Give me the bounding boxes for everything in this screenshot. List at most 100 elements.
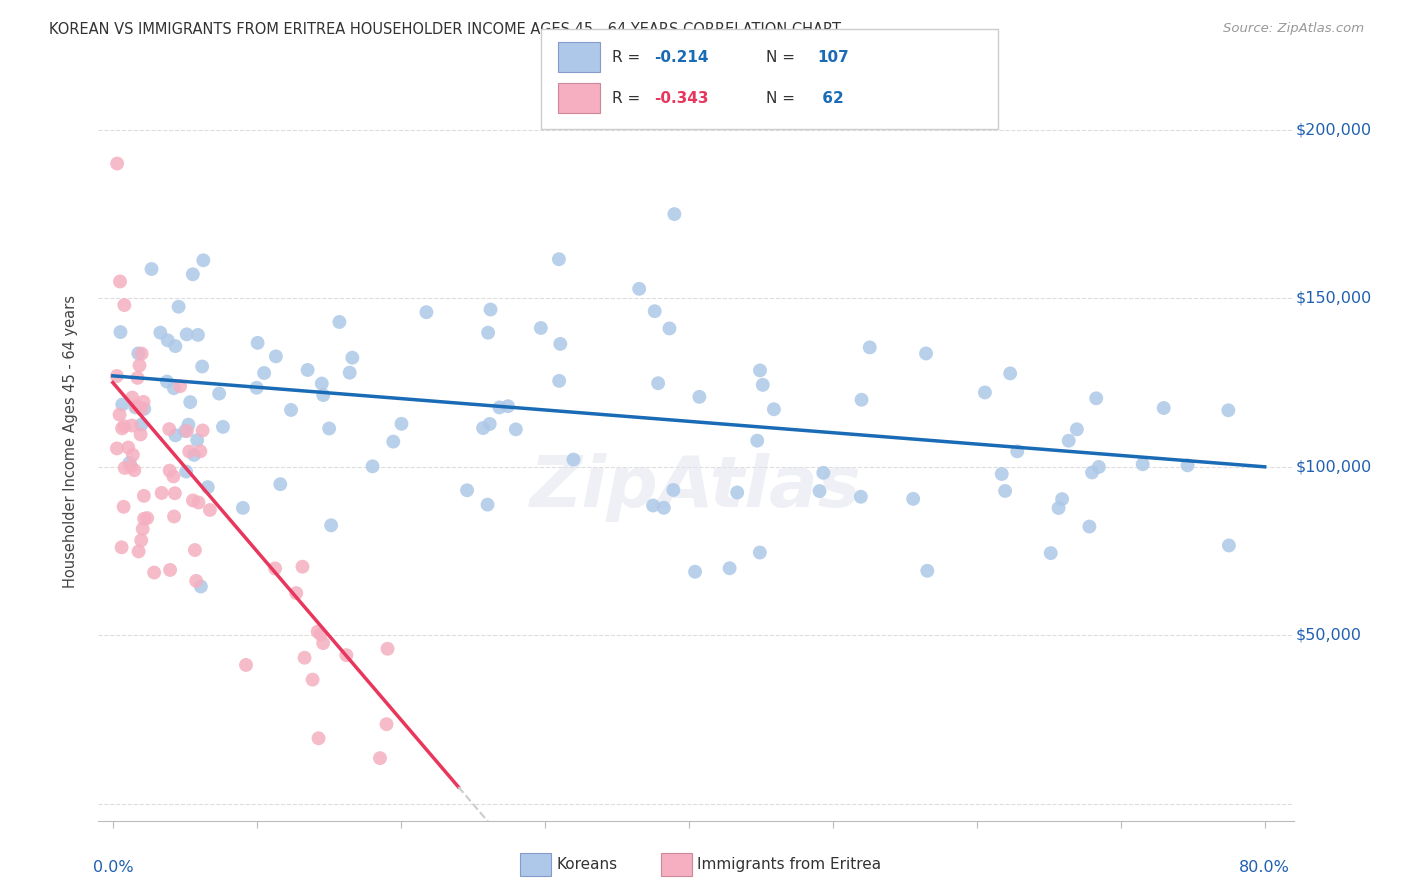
Point (111, 541, 134, 555)
Point (159, 563, 181, 577)
Text: $150,000: $150,000 (1296, 291, 1372, 306)
Point (562, 452, 585, 467)
Point (530, 321, 553, 335)
Text: 62: 62 (817, 91, 844, 105)
Point (167, 300, 190, 314)
Point (375, 717, 398, 731)
Text: $100,000: $100,000 (1296, 459, 1372, 475)
Point (186, 574, 208, 588)
Point (149, 326, 172, 340)
Point (193, 253, 215, 268)
Point (128, 359, 150, 373)
Point (628, 282, 651, 296)
Point (235, 657, 257, 672)
Point (132, 522, 155, 536)
Point (1088, 459, 1111, 474)
Point (131, 402, 153, 417)
Point (749, 363, 772, 377)
Point (132, 512, 155, 526)
Point (377, 641, 399, 656)
Point (114, 461, 136, 475)
Text: -0.214: -0.214 (654, 50, 709, 64)
Point (150, 486, 173, 500)
Text: Koreans: Koreans (557, 857, 617, 871)
Point (134, 401, 156, 416)
Point (165, 428, 187, 442)
Point (1177, 458, 1199, 473)
Point (184, 543, 207, 558)
Point (143, 566, 166, 580)
Point (361, 459, 384, 474)
Text: -0.343: -0.343 (654, 91, 709, 105)
Point (328, 315, 350, 329)
Point (321, 518, 343, 533)
Point (110, 325, 132, 339)
Point (187, 495, 209, 509)
Point (1081, 466, 1104, 480)
Point (643, 499, 665, 513)
Point (174, 465, 197, 479)
Text: ZipAtlas: ZipAtlas (530, 452, 862, 522)
Point (859, 340, 882, 354)
Point (127, 371, 149, 385)
Point (368, 751, 391, 765)
Point (128, 544, 150, 558)
Point (688, 390, 710, 404)
Point (132, 395, 155, 409)
Point (308, 731, 330, 746)
Point (187, 327, 209, 342)
Point (163, 509, 186, 524)
Point (998, 367, 1021, 381)
Point (683, 565, 706, 579)
Point (652, 500, 675, 515)
Text: KOREAN VS IMMIGRANTS FROM ERITREA HOUSEHOLDER INCOME AGES 45 - 64 YEARS CORRELAT: KOREAN VS IMMIGRANTS FROM ERITREA HOUSEH… (49, 22, 841, 37)
Text: Source: ZipAtlas.com: Source: ZipAtlas.com (1223, 22, 1364, 36)
Point (479, 302, 502, 317)
Point (312, 636, 335, 650)
Point (112, 298, 135, 312)
Point (291, 559, 314, 574)
Point (718, 561, 741, 575)
Point (163, 486, 186, 500)
Point (1050, 492, 1073, 507)
Point (307, 624, 329, 639)
Point (748, 545, 770, 559)
Point (163, 381, 186, 395)
Point (159, 464, 181, 478)
Point (472, 421, 495, 435)
Point (644, 304, 666, 318)
Point (280, 403, 302, 417)
Point (391, 417, 413, 431)
Point (177, 417, 200, 432)
Point (174, 424, 197, 438)
Point (1066, 422, 1088, 436)
Point (162, 469, 184, 483)
Point (264, 349, 287, 363)
Text: N =: N = (766, 50, 800, 64)
Point (127, 346, 149, 360)
Point (125, 399, 148, 413)
Point (496, 399, 519, 413)
Point (658, 321, 681, 335)
Point (122, 448, 145, 462)
Text: R =: R = (612, 50, 645, 64)
Point (477, 326, 499, 340)
Point (762, 402, 785, 417)
Point (901, 491, 924, 506)
Point (1047, 501, 1070, 516)
Point (808, 484, 831, 499)
Point (415, 305, 437, 319)
Text: $50,000: $50,000 (1296, 628, 1362, 643)
Point (169, 379, 191, 393)
Point (197, 480, 219, 494)
Text: 107: 107 (817, 50, 849, 64)
Point (191, 359, 214, 374)
Point (477, 498, 499, 512)
Point (747, 434, 769, 448)
Point (849, 490, 872, 504)
Text: R =: R = (612, 91, 645, 105)
Point (312, 388, 335, 402)
Point (851, 392, 873, 407)
Point (264, 561, 287, 575)
Point (1057, 434, 1080, 448)
